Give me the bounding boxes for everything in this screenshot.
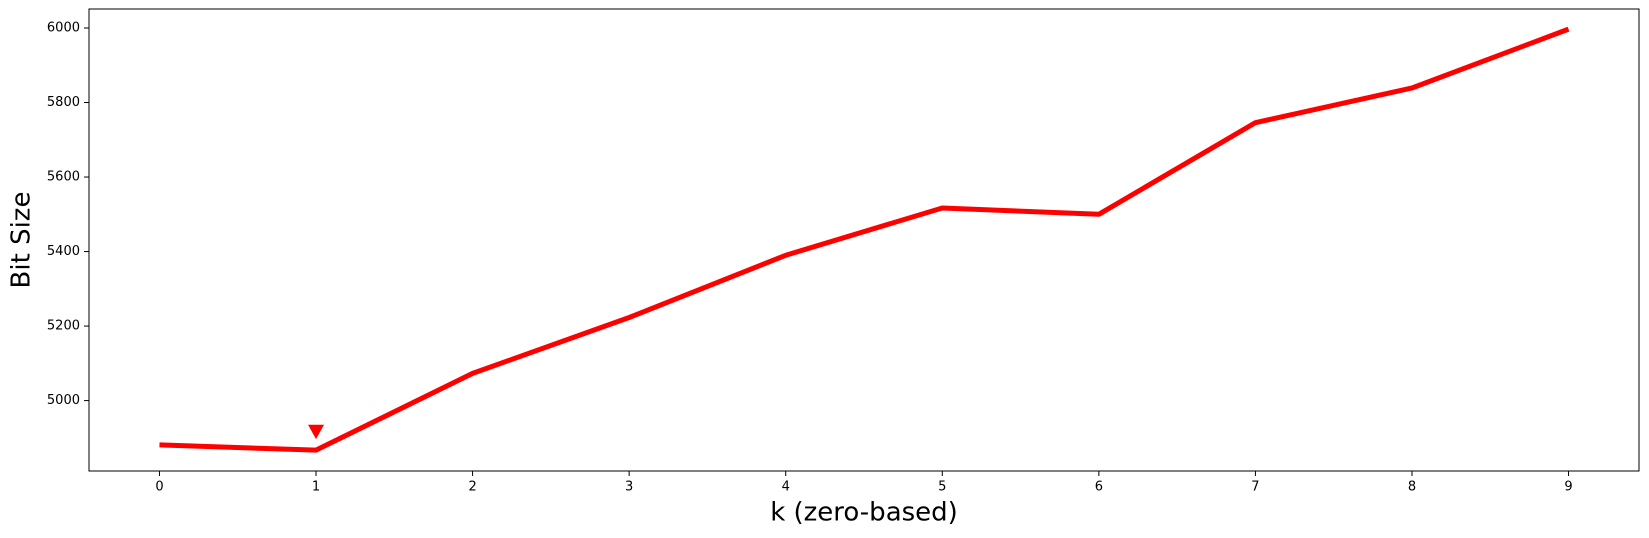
x-tick-label: 1 [312,480,320,495]
y-tick-label: 5400 [47,244,80,259]
x-tick-label: 5 [938,480,946,495]
y-axis-label: Bit Size [7,192,37,289]
x-axis-label: k (zero-based) [770,498,958,528]
x-tick-label: 2 [468,480,476,495]
line [159,26,1570,453]
x-tick-label: 6 [1095,480,1103,495]
y-tick-label: 6000 [47,21,80,36]
x-tick-label: 4 [782,480,790,495]
x-tick-label: 3 [625,480,633,495]
y-tick-label: 5800 [47,95,80,110]
y-tick-label: 5000 [47,393,80,408]
marker [308,424,325,440]
plot-frame [88,8,1640,472]
x-tick-label: 0 [155,480,163,495]
y-tick-label: 5600 [47,170,80,185]
x-tick-label: 8 [1408,480,1416,495]
x-tick-label: 7 [1251,480,1259,495]
y-tick-label: 5200 [47,319,80,334]
x-tick-label: 9 [1564,480,1572,495]
